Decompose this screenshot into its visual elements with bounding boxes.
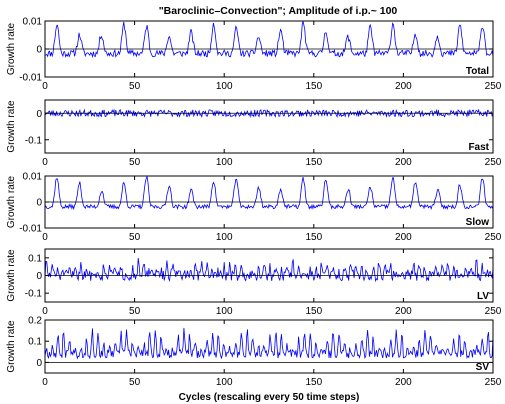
axes-frame (44, 319, 494, 374)
x-tick-label: 100 (216, 81, 233, 92)
x-tick-label: 50 (129, 306, 141, 317)
x-tick-label: 50 (129, 377, 141, 388)
y-axis-label: Growth rate (6, 320, 17, 373)
panel-label: SV (476, 362, 490, 373)
y-tick-label: -0.01 (19, 224, 42, 235)
y-axis-label: Growth rate (6, 22, 17, 75)
series-line-lv (44, 257, 494, 283)
x-tick-label: 250 (485, 232, 502, 243)
x-tick-label: 150 (305, 81, 322, 92)
y-tick-label: 0.2 (28, 316, 42, 327)
y-tick-label: -0.1 (25, 135, 43, 146)
y-tick-label: 0.1 (28, 337, 42, 348)
x-tick-label: 200 (395, 232, 412, 243)
y-tick-label: 0.01 (23, 17, 43, 28)
x-tick-label: 150 (305, 306, 322, 317)
y-axis-label: Growth rate (6, 175, 17, 228)
x-tick-label: 150 (305, 157, 322, 168)
y-tick-label: 0 (36, 198, 42, 209)
x-tick-label: 50 (129, 232, 141, 243)
series-line-total (44, 21, 494, 59)
y-tick-label: -0.1 (25, 289, 43, 300)
panel-sv: 0 50 100 150 200 250 0.2 0.1 0 Growth rate SV (6, 316, 502, 389)
x-tick-label: 0 (42, 81, 48, 92)
panel-fast: 0 50 100 150 200 250 0 -0.1 Growth rate Fast (6, 99, 502, 168)
x-tick-label: 50 (129, 157, 141, 168)
x-tick-label: 150 (305, 232, 322, 243)
x-tick-label: 200 (395, 81, 412, 92)
panel-label: Slow (466, 217, 490, 228)
axes-frame (44, 99, 494, 154)
x-tick-label: 100 (216, 232, 233, 243)
x-tick-label: 200 (395, 157, 412, 168)
series-line-fast (44, 108, 494, 119)
y-axis-label: Growth rate (6, 100, 17, 153)
x-tick-label: 100 (216, 157, 233, 168)
panel-label: LV (477, 291, 489, 302)
x-tick-label: 250 (485, 377, 502, 388)
x-tick-label: 150 (305, 377, 322, 388)
y-axis-label: Growth rate (6, 249, 17, 302)
x-tick-label: 250 (485, 157, 502, 168)
panel-label: Fast (468, 142, 489, 153)
x-tick-label: 50 (129, 81, 141, 92)
x-tick-label: 200 (395, 377, 412, 388)
series-line-slow (44, 175, 494, 211)
x-tick-label: 0 (42, 377, 48, 388)
x-tick-label: 250 (485, 306, 502, 317)
y-tick-label: 0.01 (23, 172, 43, 183)
x-tick-label: 0 (42, 157, 48, 168)
x-tick-label: 100 (216, 377, 233, 388)
y-tick-label: 0 (36, 358, 42, 369)
panel-label: Total (466, 66, 489, 77)
x-axis-label: Cycles (rescaling every 50 time steps) (179, 392, 360, 403)
x-tick-label: 0 (42, 232, 48, 243)
y-tick-label: 0 (36, 109, 42, 120)
panel-lv: 0 50 100 150 200 250 0.1 0 -0.1 Growth rate LV (6, 248, 502, 317)
y-tick-label: 0 (36, 271, 42, 282)
chart-title: "Baroclinic–Convection"; Amplitude of i.… (159, 5, 398, 17)
series-line-sv (44, 327, 494, 360)
x-tick-label: 200 (395, 306, 412, 317)
y-tick-label: 0.1 (28, 253, 42, 264)
x-tick-label: 100 (216, 306, 233, 317)
x-tick-label: 0 (42, 306, 48, 317)
y-tick-label: -0.01 (19, 73, 42, 84)
y-tick-label: 0 (36, 45, 42, 56)
x-tick-label: 250 (485, 81, 502, 92)
